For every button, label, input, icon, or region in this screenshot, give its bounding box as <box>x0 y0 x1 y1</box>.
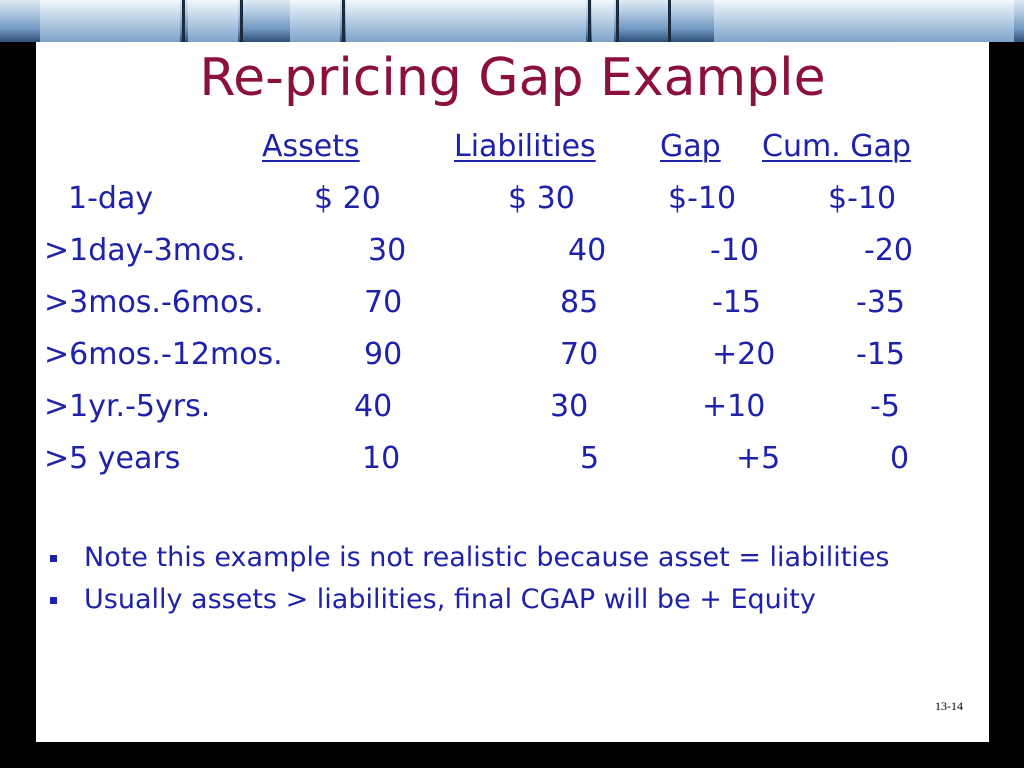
cell-liabilities: 85 <box>560 285 599 320</box>
cell-liabilities: 40 <box>568 233 607 268</box>
row-label: >6mos.-12mos. <box>44 337 283 372</box>
square-bullet-icon <box>50 555 57 562</box>
cell-cum-gap: $-10 <box>828 181 897 216</box>
row-label: 1-day <box>68 181 154 216</box>
cell-liabilities: $ 30 <box>508 181 575 216</box>
row-label: >1day-3mos. <box>44 233 246 268</box>
header-cum-gap: Cum. Gap <box>762 129 911 164</box>
cell-gap: +10 <box>702 389 766 424</box>
cell-cum-gap: -35 <box>856 285 905 320</box>
cell-gap: +20 <box>712 337 776 372</box>
slide-title: Re-pricing Gap Example <box>199 48 826 108</box>
row-label: >5 years <box>44 441 181 476</box>
square-bullet-icon <box>50 597 57 604</box>
window-banner-image <box>0 0 1024 42</box>
cell-liabilities: 5 <box>580 441 600 476</box>
cell-cum-gap: 0 <box>890 441 910 476</box>
cell-assets: 90 <box>364 337 403 372</box>
cell-cum-gap: -20 <box>864 233 913 268</box>
slide-number: 13-14 <box>935 699 963 713</box>
cell-assets: $ 20 <box>314 181 381 216</box>
row-label: >3mos.-6mos. <box>44 285 264 320</box>
cell-liabilities: 30 <box>550 389 589 424</box>
cell-assets: 70 <box>364 285 403 320</box>
bullet-text: Usually assets > liabilities, final CGAP… <box>84 584 816 615</box>
cell-cum-gap: -15 <box>856 337 905 372</box>
cell-assets: 30 <box>368 233 407 268</box>
header-gap: Gap <box>660 129 721 164</box>
bullet-list: Note this example is not realistic becau… <box>50 542 950 626</box>
row-label: >1yr.-5yrs. <box>44 389 211 424</box>
cell-gap: -10 <box>710 233 759 268</box>
cell-assets: 40 <box>354 389 393 424</box>
header-assets: Assets <box>262 129 360 164</box>
cell-cum-gap: -5 <box>870 389 900 424</box>
bullet-item: Note this example is not realistic becau… <box>50 542 950 574</box>
cell-gap: -15 <box>712 285 761 320</box>
slide-content: Re-pricing Gap Example Assets Liabilitie… <box>36 42 989 742</box>
cell-gap: $-10 <box>668 181 737 216</box>
cell-gap: +5 <box>736 441 781 476</box>
cell-assets: 10 <box>362 441 401 476</box>
bullet-item: Usually assets > liabilities, final CGAP… <box>50 584 950 616</box>
header-liabilities: Liabilities <box>454 129 596 164</box>
bullet-text: Note this example is not realistic becau… <box>84 542 890 573</box>
cell-liabilities: 70 <box>560 337 599 372</box>
